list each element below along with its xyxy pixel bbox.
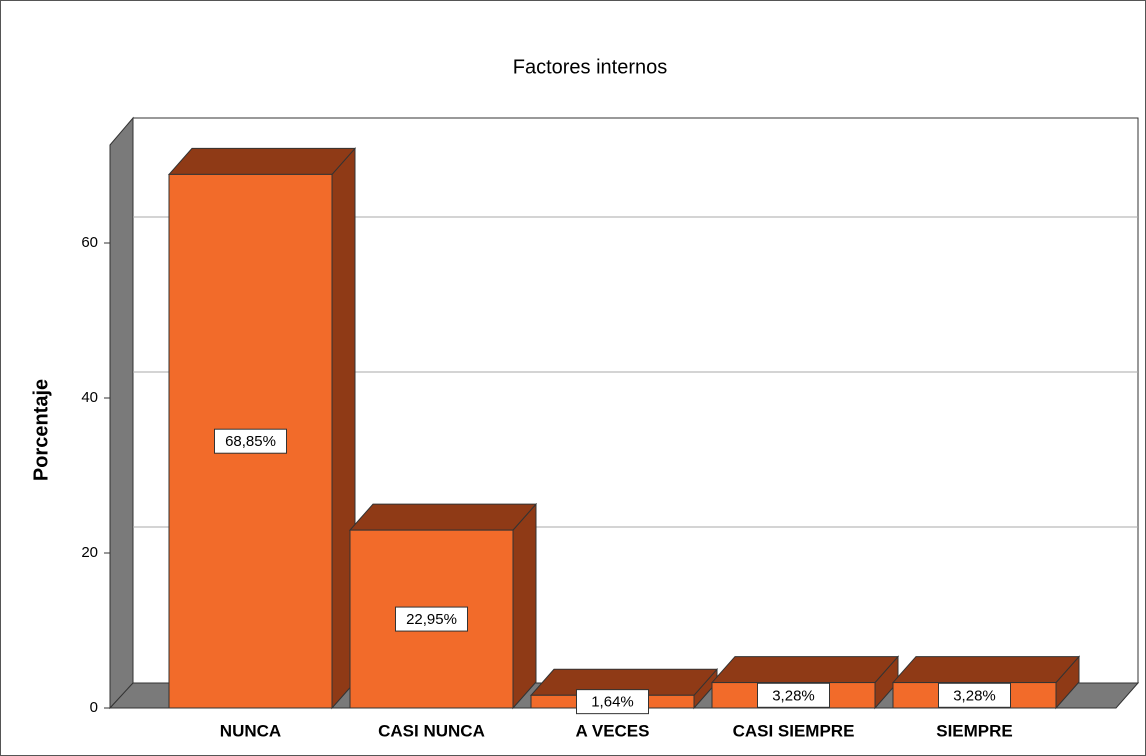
y-tick-label: 0 xyxy=(90,699,98,716)
bar: 22,95% xyxy=(348,502,538,710)
bar: 1,64% xyxy=(529,667,719,715)
value-label: 3,28% xyxy=(953,687,996,704)
bar-top xyxy=(710,656,900,684)
y-tick-label: 60 xyxy=(81,234,98,251)
y-tick-label: 20 xyxy=(81,544,98,561)
x-tick-label: SIEMPRE xyxy=(936,721,1013,740)
value-label: 22,95% xyxy=(406,611,457,628)
y-tick-label: 40 xyxy=(81,389,98,406)
x-tick-label: CASI SIEMPRE xyxy=(733,721,855,740)
x-tick-label: CASI NUNCA xyxy=(378,721,485,740)
x-tick-label: NUNCA xyxy=(220,721,281,740)
chart-title: Factores internos xyxy=(513,56,668,78)
y-axis-label: Porcentaje xyxy=(30,379,52,481)
left-wall xyxy=(109,116,134,710)
value-label-box xyxy=(576,689,649,715)
value-label-box xyxy=(938,682,1011,708)
value-label-box xyxy=(757,682,830,708)
bar-top xyxy=(167,147,357,175)
bar: 3,28% xyxy=(710,655,900,710)
bar: 68,85% xyxy=(167,147,357,710)
bar: 3,28% xyxy=(891,655,1081,710)
bar-top xyxy=(891,656,1081,684)
value-label: 3,28% xyxy=(772,687,815,704)
x-tick-label: A VECES xyxy=(575,721,649,740)
value-label: 68,85% xyxy=(225,433,276,450)
bar-side xyxy=(512,502,537,710)
bar-top xyxy=(348,503,538,531)
value-label-box xyxy=(395,606,468,632)
value-label-box xyxy=(214,428,287,454)
value-label: 1,64% xyxy=(591,694,634,711)
